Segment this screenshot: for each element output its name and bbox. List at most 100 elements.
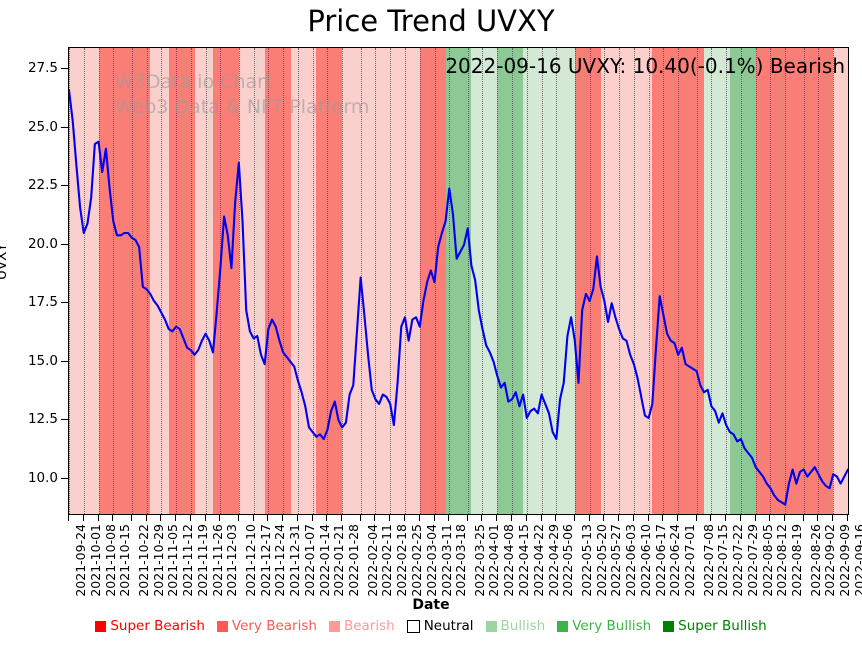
x-tick-mark — [237, 514, 239, 521]
x-tick-mark — [97, 514, 99, 521]
sentiment-band — [652, 48, 704, 514]
gridline-vertical — [755, 48, 757, 514]
x-tick-mark — [219, 514, 221, 521]
legend-item[interactable]: Super Bearish — [95, 618, 205, 634]
sentiment-band — [574, 48, 601, 514]
sentiment-band — [523, 48, 575, 514]
annotation-layer: 2022-09-16 UVXY: 10.40(-0.1%) Bearish — [69, 48, 848, 514]
plot-area[interactable]: W3Data.io Chart Web3 Data & NFT Platform… — [68, 47, 849, 515]
x-tick-label: 2022-04-29 — [545, 524, 561, 597]
gridline-vertical — [589, 48, 591, 514]
x-tick-label: 2022-02-11 — [379, 524, 395, 597]
x-axis-title: Date — [412, 597, 450, 613]
x-tick-label: 2021-10-22 — [135, 524, 151, 597]
gridline-vertical — [740, 48, 742, 514]
x-tick-mark — [573, 514, 575, 521]
legend-label: Super Bearish — [110, 618, 205, 634]
gridline-vertical — [785, 48, 787, 514]
x-tick-mark — [403, 514, 405, 521]
x-tick-label: 2022-03-04 — [423, 524, 439, 597]
legend-item[interactable]: Super Bullish — [663, 618, 767, 634]
x-tick-mark — [481, 514, 483, 521]
x-tick-label: 2021-11-05 — [165, 524, 181, 597]
sentiment-band — [755, 48, 834, 514]
x-tick-label: 2022-06-10 — [637, 524, 653, 597]
y-tick-mark — [61, 360, 68, 362]
x-tick-mark — [769, 514, 771, 521]
y-tick-label: 15.0 — [27, 352, 58, 369]
gridline-vertical — [833, 48, 835, 514]
legend-label: Bullish — [500, 618, 546, 634]
y-axis-title: UVXY — [0, 243, 10, 280]
x-tick-mark — [175, 514, 177, 521]
x-tick-mark — [433, 514, 435, 521]
x-tick-label: 2022-08-12 — [774, 524, 790, 597]
gridline-vertical — [312, 48, 314, 514]
gridline-vertical — [619, 48, 621, 514]
x-tick-label: 2022-01-28 — [346, 524, 362, 597]
x-tick-mark — [189, 514, 191, 521]
gridline-vertical — [327, 48, 329, 514]
x-tick-label: 2022-03-11 — [438, 524, 454, 597]
gridline-vertical — [497, 48, 499, 514]
y-tick-label: 25.0 — [27, 118, 58, 135]
legend-swatch-icon — [557, 620, 569, 632]
x-tick-mark — [802, 514, 804, 521]
x-tick-label: 2022-07-08 — [700, 524, 716, 597]
sentiment-band — [212, 48, 239, 514]
legend-item[interactable]: Bearish — [328, 618, 395, 634]
x-tick-label: 2022-08-05 — [759, 524, 775, 597]
x-tick-mark — [160, 514, 162, 521]
gridline-vertical — [176, 48, 178, 514]
gridline-vertical — [541, 48, 543, 514]
x-tick-label: 2021-11-12 — [180, 524, 196, 597]
y-tick-label: 27.5 — [27, 60, 58, 77]
legend-item[interactable]: Very Bullish — [557, 618, 651, 634]
x-tick-label: 2022-02-25 — [408, 524, 424, 597]
gridline-vertical — [848, 48, 849, 514]
x-tick-label: 2022-04-22 — [530, 524, 546, 597]
sentiment-band — [194, 48, 213, 514]
legend-label: Very Bullish — [572, 618, 652, 634]
x-tick-mark — [632, 514, 634, 521]
y-tick-mark — [61, 477, 68, 479]
x-tick-label: 2022-01-07 — [301, 524, 317, 597]
legend-label: Very Bearish — [231, 618, 317, 634]
legend-item[interactable]: Neutral — [406, 618, 474, 634]
legend-item[interactable]: Very Bearish — [216, 618, 317, 634]
x-tick-mark — [817, 514, 819, 521]
gridline-vertical — [205, 48, 207, 514]
gridline-vertical — [648, 48, 650, 514]
x-tick-label: 2021-11-19 — [194, 524, 210, 597]
gridline-vertical — [633, 48, 635, 514]
legend-swatch-icon — [95, 620, 107, 632]
x-tick-label: 2021-10-29 — [150, 524, 166, 597]
legend-swatch-icon — [663, 620, 675, 632]
price-line-series — [69, 89, 848, 506]
legend-item[interactable]: Bullish — [485, 618, 546, 634]
x-tick-label: 2022-02-18 — [394, 524, 410, 597]
legend-label: Super Bullish — [678, 618, 767, 634]
gridline-vertical — [253, 48, 255, 514]
gridline-vertical — [220, 48, 222, 514]
x-tick-mark — [847, 514, 848, 521]
gridline-vertical — [190, 48, 192, 514]
gridline-vertical — [696, 48, 698, 514]
gridline-vertical — [390, 48, 392, 514]
x-tick-label: 2022-05-13 — [578, 524, 594, 597]
y-tick-mark — [61, 185, 68, 187]
gridline-vertical — [482, 48, 484, 514]
gridline-vertical — [467, 48, 469, 514]
x-tick-mark — [725, 514, 727, 521]
x-tick-label: 2022-07-29 — [744, 524, 760, 597]
legend-swatch-icon — [328, 620, 340, 632]
x-tick-mark — [112, 514, 114, 521]
legend-swatch-icon — [406, 619, 420, 633]
y-tick-label: 10.0 — [27, 469, 58, 486]
sentiment-band — [704, 48, 730, 514]
x-tick-label: 2022-02-04 — [364, 524, 380, 597]
x-tick-label: 2022-08-19 — [789, 524, 805, 597]
x-tick-mark — [784, 514, 786, 521]
x-tick-label: 2022-08-26 — [807, 524, 823, 597]
x-tick-label: 2022-04-01 — [486, 524, 502, 597]
